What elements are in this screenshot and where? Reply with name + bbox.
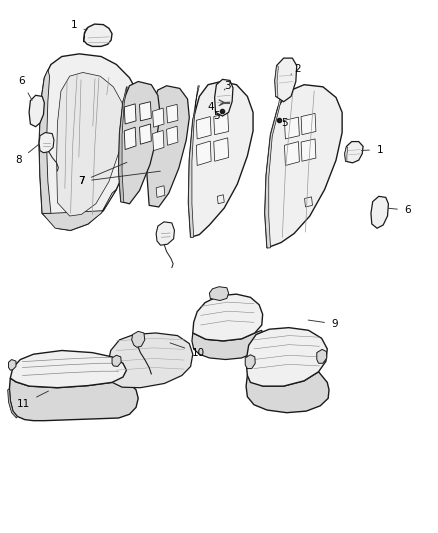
Polygon shape xyxy=(275,66,279,96)
Text: 4: 4 xyxy=(207,102,223,112)
Polygon shape xyxy=(371,196,389,228)
Polygon shape xyxy=(9,360,16,370)
Polygon shape xyxy=(196,117,211,139)
Polygon shape xyxy=(10,377,138,421)
Polygon shape xyxy=(140,102,151,121)
Polygon shape xyxy=(285,142,299,165)
Text: 10: 10 xyxy=(170,343,205,358)
Polygon shape xyxy=(39,54,141,230)
Polygon shape xyxy=(57,72,124,216)
Polygon shape xyxy=(132,332,145,348)
Polygon shape xyxy=(301,139,316,161)
Polygon shape xyxy=(108,333,193,387)
Polygon shape xyxy=(246,372,329,413)
Polygon shape xyxy=(124,127,136,150)
Text: 5: 5 xyxy=(280,118,288,128)
Polygon shape xyxy=(209,287,229,301)
Polygon shape xyxy=(245,355,255,368)
Polygon shape xyxy=(8,389,17,418)
Polygon shape xyxy=(217,195,224,204)
Polygon shape xyxy=(112,356,121,367)
Polygon shape xyxy=(246,328,327,386)
Polygon shape xyxy=(188,86,199,237)
Text: 5: 5 xyxy=(213,110,223,120)
Polygon shape xyxy=(124,104,136,124)
Polygon shape xyxy=(11,351,127,387)
Polygon shape xyxy=(166,104,178,123)
Text: 7: 7 xyxy=(78,171,160,187)
Text: 9: 9 xyxy=(308,319,338,329)
Polygon shape xyxy=(84,24,112,46)
Text: 7: 7 xyxy=(78,163,127,187)
Polygon shape xyxy=(345,142,363,163)
Polygon shape xyxy=(193,294,263,341)
Polygon shape xyxy=(196,141,211,165)
Polygon shape xyxy=(156,185,165,197)
Polygon shape xyxy=(84,27,88,42)
Polygon shape xyxy=(147,86,189,207)
Text: 6: 6 xyxy=(389,205,411,215)
Polygon shape xyxy=(39,133,54,153)
Text: 2: 2 xyxy=(291,64,301,75)
Polygon shape xyxy=(301,114,316,135)
Text: 1: 1 xyxy=(361,144,383,155)
Polygon shape xyxy=(304,197,312,207)
Polygon shape xyxy=(152,108,164,127)
Polygon shape xyxy=(265,92,283,248)
Polygon shape xyxy=(215,79,233,116)
Text: 1: 1 xyxy=(71,20,86,30)
Text: 8: 8 xyxy=(16,144,39,165)
Polygon shape xyxy=(39,70,51,213)
Polygon shape xyxy=(156,222,174,245)
Polygon shape xyxy=(152,131,164,151)
Polygon shape xyxy=(285,117,299,139)
Polygon shape xyxy=(188,82,253,237)
Polygon shape xyxy=(275,58,297,102)
Polygon shape xyxy=(345,147,348,162)
Polygon shape xyxy=(317,350,327,364)
Polygon shape xyxy=(192,330,263,360)
Text: 3: 3 xyxy=(224,81,231,91)
Text: 6: 6 xyxy=(18,77,32,100)
Polygon shape xyxy=(29,95,44,127)
Polygon shape xyxy=(265,85,342,248)
Polygon shape xyxy=(166,126,178,146)
Polygon shape xyxy=(214,114,229,135)
Text: 11: 11 xyxy=(17,391,49,409)
Polygon shape xyxy=(119,87,127,203)
Polygon shape xyxy=(42,189,117,230)
Polygon shape xyxy=(119,82,160,204)
Polygon shape xyxy=(140,124,151,144)
Polygon shape xyxy=(214,138,229,161)
